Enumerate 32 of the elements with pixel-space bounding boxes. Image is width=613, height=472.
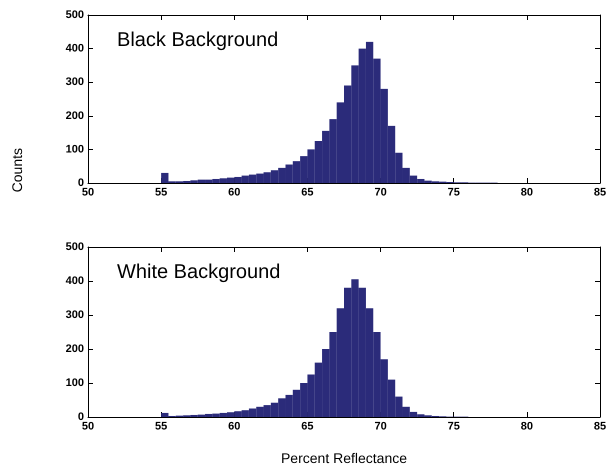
y-tick-label: 300 (66, 76, 84, 88)
x-tick-label: 80 (520, 420, 533, 432)
y-tick-label: 400 (66, 275, 84, 287)
y-tick-label: 100 (66, 377, 84, 389)
y-tick-label: 500 (66, 241, 84, 253)
y-tick-label: 0 (78, 411, 84, 423)
y-axis-title: Counts (9, 148, 25, 192)
text: White Background (117, 261, 280, 283)
x-tick-label: 85 (594, 420, 606, 432)
y-tick-label: 300 (66, 309, 84, 321)
x-tick-label: 75 (448, 186, 460, 198)
y-tick-label: 200 (66, 110, 84, 122)
x-tick-label: 50 (82, 420, 94, 432)
x-tick-label: 75 (448, 420, 460, 432)
y-tick-label: 400 (66, 42, 84, 55)
text: Black Background (117, 29, 278, 51)
y-tick-label: 200 (66, 343, 84, 355)
x-tick-label: 50 (82, 186, 94, 198)
x-tick-label: 80 (520, 186, 533, 198)
x-tick-label: 60 (228, 420, 240, 432)
x-tick-label: 70 (374, 420, 387, 432)
x-tick-label: 65 (301, 420, 314, 432)
x-tick-label: 60 (228, 186, 240, 198)
y-tick-label: 100 (66, 143, 84, 156)
y-tick-label: 500 (66, 9, 84, 21)
x-tick-label: 85 (594, 186, 606, 198)
x-tick-label: 70 (374, 186, 387, 198)
x-tick-label: 55 (155, 186, 168, 198)
y-tick-label: 0 (78, 177, 84, 189)
x-tick-label: 65 (301, 186, 314, 198)
x-axis-title: Percent Reflectance (280, 450, 408, 466)
x-tick-label: 55 (155, 420, 168, 432)
